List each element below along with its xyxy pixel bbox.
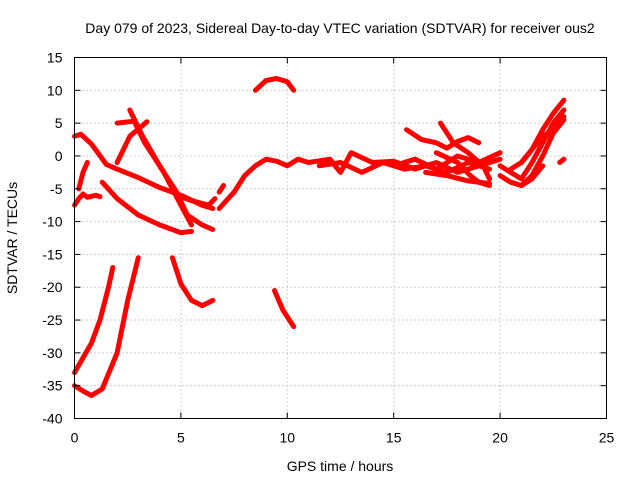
y-tick-label: -15 — [42, 246, 62, 262]
series-line-s27 — [518, 114, 567, 165]
y-tick-label: 15 — [47, 50, 63, 66]
x-tick-label: 20 — [492, 430, 508, 446]
series-line-s20 — [438, 120, 492, 182]
y-tick-label: 5 — [55, 115, 63, 131]
series-line-s25 — [508, 97, 567, 172]
series-line-s18 — [391, 150, 503, 172]
y-tick-label: 0 — [55, 148, 63, 164]
series-line-s28 — [557, 156, 567, 165]
x-tick-label: 15 — [386, 430, 402, 446]
series-line-s14 — [216, 156, 312, 211]
plot-frame — [74, 57, 607, 419]
x-tick-label: 10 — [280, 430, 296, 446]
series-line-s22 — [423, 169, 492, 186]
series-line-s11 — [169, 255, 216, 309]
series-line-s8 — [174, 192, 218, 208]
chart-title: Day 079 of 2023, Sidereal Day-to-day VTE… — [85, 20, 595, 36]
y-axis-label: SDTVAR / TECUs — [4, 182, 20, 294]
series-line-s13 — [252, 76, 297, 93]
x-tick-labels: 0 5 10 15 20 25 — [71, 430, 615, 446]
y-tick-label: -35 — [42, 378, 62, 394]
series-line-s21 — [404, 127, 482, 151]
series-line-s4 — [99, 179, 194, 236]
series-line-s10 — [72, 255, 141, 398]
series-line-s2 — [72, 191, 103, 208]
series-line-s15 — [216, 183, 226, 195]
series-line-s12 — [272, 288, 297, 330]
series-layer — [72, 76, 567, 398]
series-line-s9 — [72, 265, 116, 376]
y-tick-labels: 15 10 5 0 -5 -10 -15 -20 -25 -30 -35 -40 — [42, 50, 62, 427]
series-line-s6 — [114, 118, 194, 228]
series-line-s3 — [76, 160, 90, 192]
x-tick-label: 5 — [177, 430, 185, 446]
x-tick-label: 0 — [71, 430, 79, 446]
y-tick-label: 10 — [47, 82, 63, 98]
grid-lines — [74, 57, 607, 419]
axis-ticks — [74, 57, 607, 419]
x-axis-label: GPS time / hours — [287, 458, 394, 474]
y-tick-label: -5 — [50, 181, 63, 197]
y-tick-label: -10 — [42, 214, 62, 230]
y-tick-label: -20 — [42, 279, 62, 295]
y-tick-label: -25 — [42, 312, 62, 328]
y-tick-label: -40 — [42, 411, 62, 427]
x-tick-label: 25 — [599, 430, 615, 446]
series-line-s24 — [497, 107, 567, 182]
series-line-s7 — [114, 119, 150, 165]
y-tick-label: -30 — [42, 345, 62, 361]
